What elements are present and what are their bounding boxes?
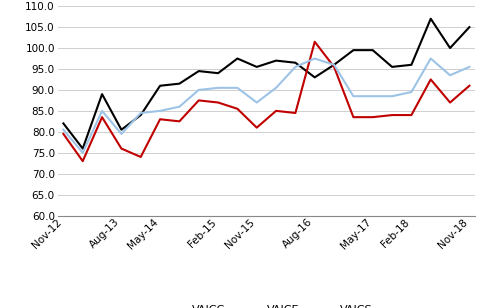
VAICE	[408, 113, 414, 117]
VAICS	[273, 86, 279, 90]
VAICC	[80, 147, 85, 150]
VAICC	[60, 122, 66, 125]
VAICS	[312, 57, 318, 60]
VAICS	[428, 57, 433, 60]
VAICC	[138, 113, 144, 117]
VAICC	[312, 75, 318, 79]
VAICE	[447, 101, 453, 104]
VAICE	[157, 117, 163, 121]
VAICE	[138, 155, 144, 159]
VAICE	[119, 147, 124, 150]
VAICS	[447, 73, 453, 77]
VAICC	[331, 63, 337, 67]
VAICC	[467, 25, 472, 29]
VAICC	[235, 57, 240, 60]
VAICC	[408, 63, 414, 67]
VAICC	[292, 61, 298, 65]
VAICS	[177, 105, 182, 108]
VAICC	[350, 48, 356, 52]
VAICC	[447, 46, 453, 50]
VAICS	[292, 65, 298, 69]
VAICC	[428, 17, 433, 21]
VAICE	[370, 115, 376, 119]
VAICE	[196, 99, 202, 102]
Line: VAICS: VAICS	[63, 59, 469, 153]
VAICC	[99, 92, 105, 96]
VAICE	[99, 115, 105, 119]
VAICE	[331, 65, 337, 69]
VAICE	[467, 84, 472, 87]
VAICC	[157, 84, 163, 87]
VAICS	[370, 94, 376, 98]
VAICC	[177, 82, 182, 86]
VAICS	[60, 128, 66, 132]
VAICC	[370, 48, 376, 52]
VAICE	[235, 107, 240, 111]
Legend: VAICC, VAICE, VAICS: VAICC, VAICE, VAICS	[156, 301, 377, 308]
VAICC	[273, 59, 279, 63]
VAICC	[389, 65, 395, 69]
VAICE	[350, 115, 356, 119]
VAICE	[428, 78, 433, 81]
VAICS	[254, 101, 260, 104]
VAICS	[235, 86, 240, 90]
VAICS	[467, 65, 472, 69]
VAICS	[215, 86, 221, 90]
VAICS	[350, 94, 356, 98]
VAICS	[157, 109, 163, 113]
VAICS	[80, 151, 85, 155]
VAICS	[119, 132, 124, 136]
VAICE	[312, 40, 318, 44]
Line: VAICC: VAICC	[63, 19, 469, 148]
VAICC	[254, 65, 260, 69]
VAICS	[196, 88, 202, 92]
VAICC	[119, 128, 124, 132]
Line: VAICE: VAICE	[63, 42, 469, 161]
VAICS	[331, 63, 337, 67]
VAICS	[389, 94, 395, 98]
VAICE	[292, 111, 298, 115]
VAICS	[99, 109, 105, 113]
VAICE	[177, 120, 182, 123]
VAICC	[215, 71, 221, 75]
VAICE	[273, 109, 279, 113]
VAICE	[254, 126, 260, 129]
VAICE	[80, 159, 85, 163]
VAICE	[389, 113, 395, 117]
VAICS	[138, 111, 144, 115]
VAICE	[215, 101, 221, 104]
VAICC	[196, 69, 202, 73]
VAICE	[60, 132, 66, 136]
VAICS	[408, 90, 414, 94]
